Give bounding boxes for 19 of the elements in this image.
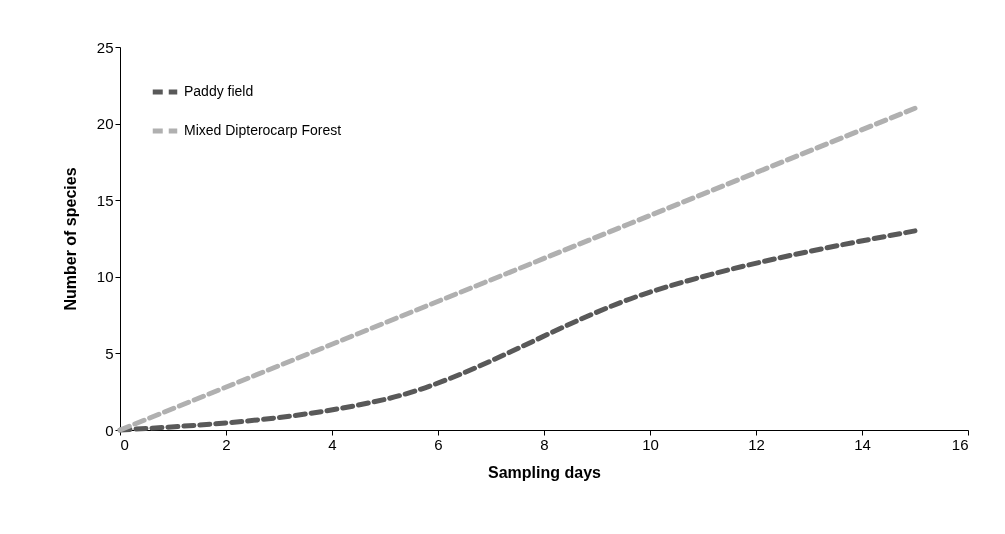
x-tick-label: 16: [951, 435, 969, 453]
x-tick-label: 12: [748, 435, 765, 453]
y-axis-title: Number of species: [61, 167, 79, 311]
legend-label: Paddy field: [184, 83, 254, 99]
y-tick-label: 5: [105, 344, 114, 362]
x-tick-label: 8: [540, 435, 549, 453]
x-tick-label: 4: [328, 435, 337, 453]
y-tick-label: 20: [96, 115, 114, 133]
x-tick-label: 2: [222, 435, 231, 453]
x-tick-label: 10: [642, 435, 659, 453]
x-tick-label: 14: [854, 435, 871, 453]
y-tick-label: 0: [105, 421, 114, 439]
legend-label: Mixed Dipterocarp Forest: [184, 122, 342, 138]
y-tick-label: 15: [96, 191, 114, 209]
x-tick-label: 6: [434, 435, 443, 453]
x-axis-title: Sampling days: [488, 463, 602, 481]
y-tick-label: 10: [96, 268, 114, 286]
x-tick-label: 0: [120, 435, 129, 453]
y-tick-label: 25: [96, 38, 114, 56]
